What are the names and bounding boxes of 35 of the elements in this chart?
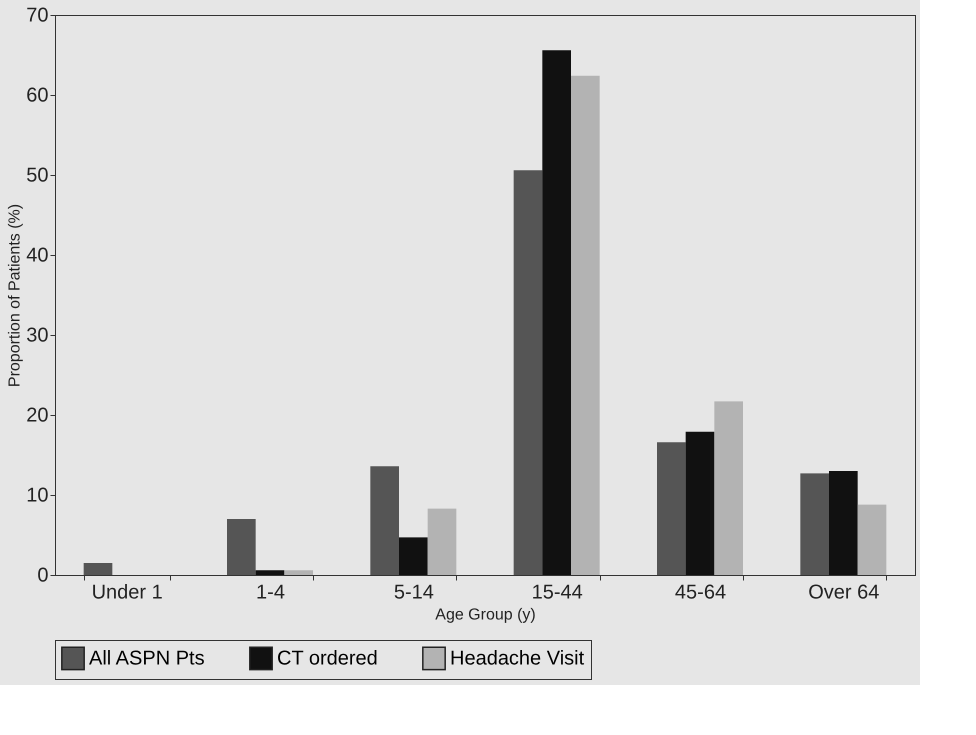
bar [284, 570, 313, 575]
y-tick-label: 30 [26, 324, 48, 346]
bar [256, 570, 284, 575]
x-axis-title: Age Group (y) [435, 606, 536, 624]
bar [714, 401, 743, 575]
bar [686, 432, 714, 575]
bar [800, 473, 829, 575]
x-tick-label: Over 64 [808, 582, 880, 604]
x-tick-label: Under 1 [92, 582, 163, 604]
bar [542, 50, 571, 575]
y-tick-label: 20 [26, 404, 48, 426]
bar [858, 504, 886, 575]
legend-label: Headache Visit [450, 647, 585, 670]
bar [829, 471, 858, 575]
x-tick-label: 5-14 [394, 582, 434, 604]
bar [84, 563, 112, 575]
x-tick-label: 1-4 [256, 582, 285, 604]
x-tick-label: 45-64 [674, 582, 726, 604]
bar [657, 442, 686, 575]
y-tick-label: 70 [26, 4, 48, 26]
bar [399, 537, 428, 575]
y-tick-label: 50 [26, 164, 48, 186]
legend-label: CT ordered [277, 647, 378, 670]
bar [227, 519, 256, 575]
bar [428, 508, 456, 575]
x-tick-label: 15-44 [532, 582, 583, 604]
y-tick-label: 0 [37, 564, 48, 586]
y-tick-label: 10 [26, 484, 48, 506]
legend-label: All ASPN Pts [89, 647, 205, 670]
y-axis-title: Proportion of Patients (%) [6, 204, 24, 388]
bar [571, 76, 600, 575]
y-tick-label: 60 [26, 84, 48, 106]
bar [514, 170, 542, 575]
y-tick-label: 40 [26, 244, 48, 266]
bar [370, 466, 399, 575]
